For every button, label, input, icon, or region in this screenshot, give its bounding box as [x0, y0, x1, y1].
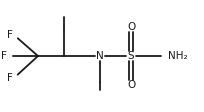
- Text: NH₂: NH₂: [168, 51, 188, 61]
- Text: N: N: [96, 51, 104, 61]
- Text: O: O: [127, 80, 135, 90]
- Text: O: O: [127, 22, 135, 32]
- Text: F: F: [1, 51, 7, 61]
- Text: F: F: [7, 30, 13, 40]
- Text: S: S: [128, 51, 134, 61]
- Text: F: F: [7, 73, 13, 83]
